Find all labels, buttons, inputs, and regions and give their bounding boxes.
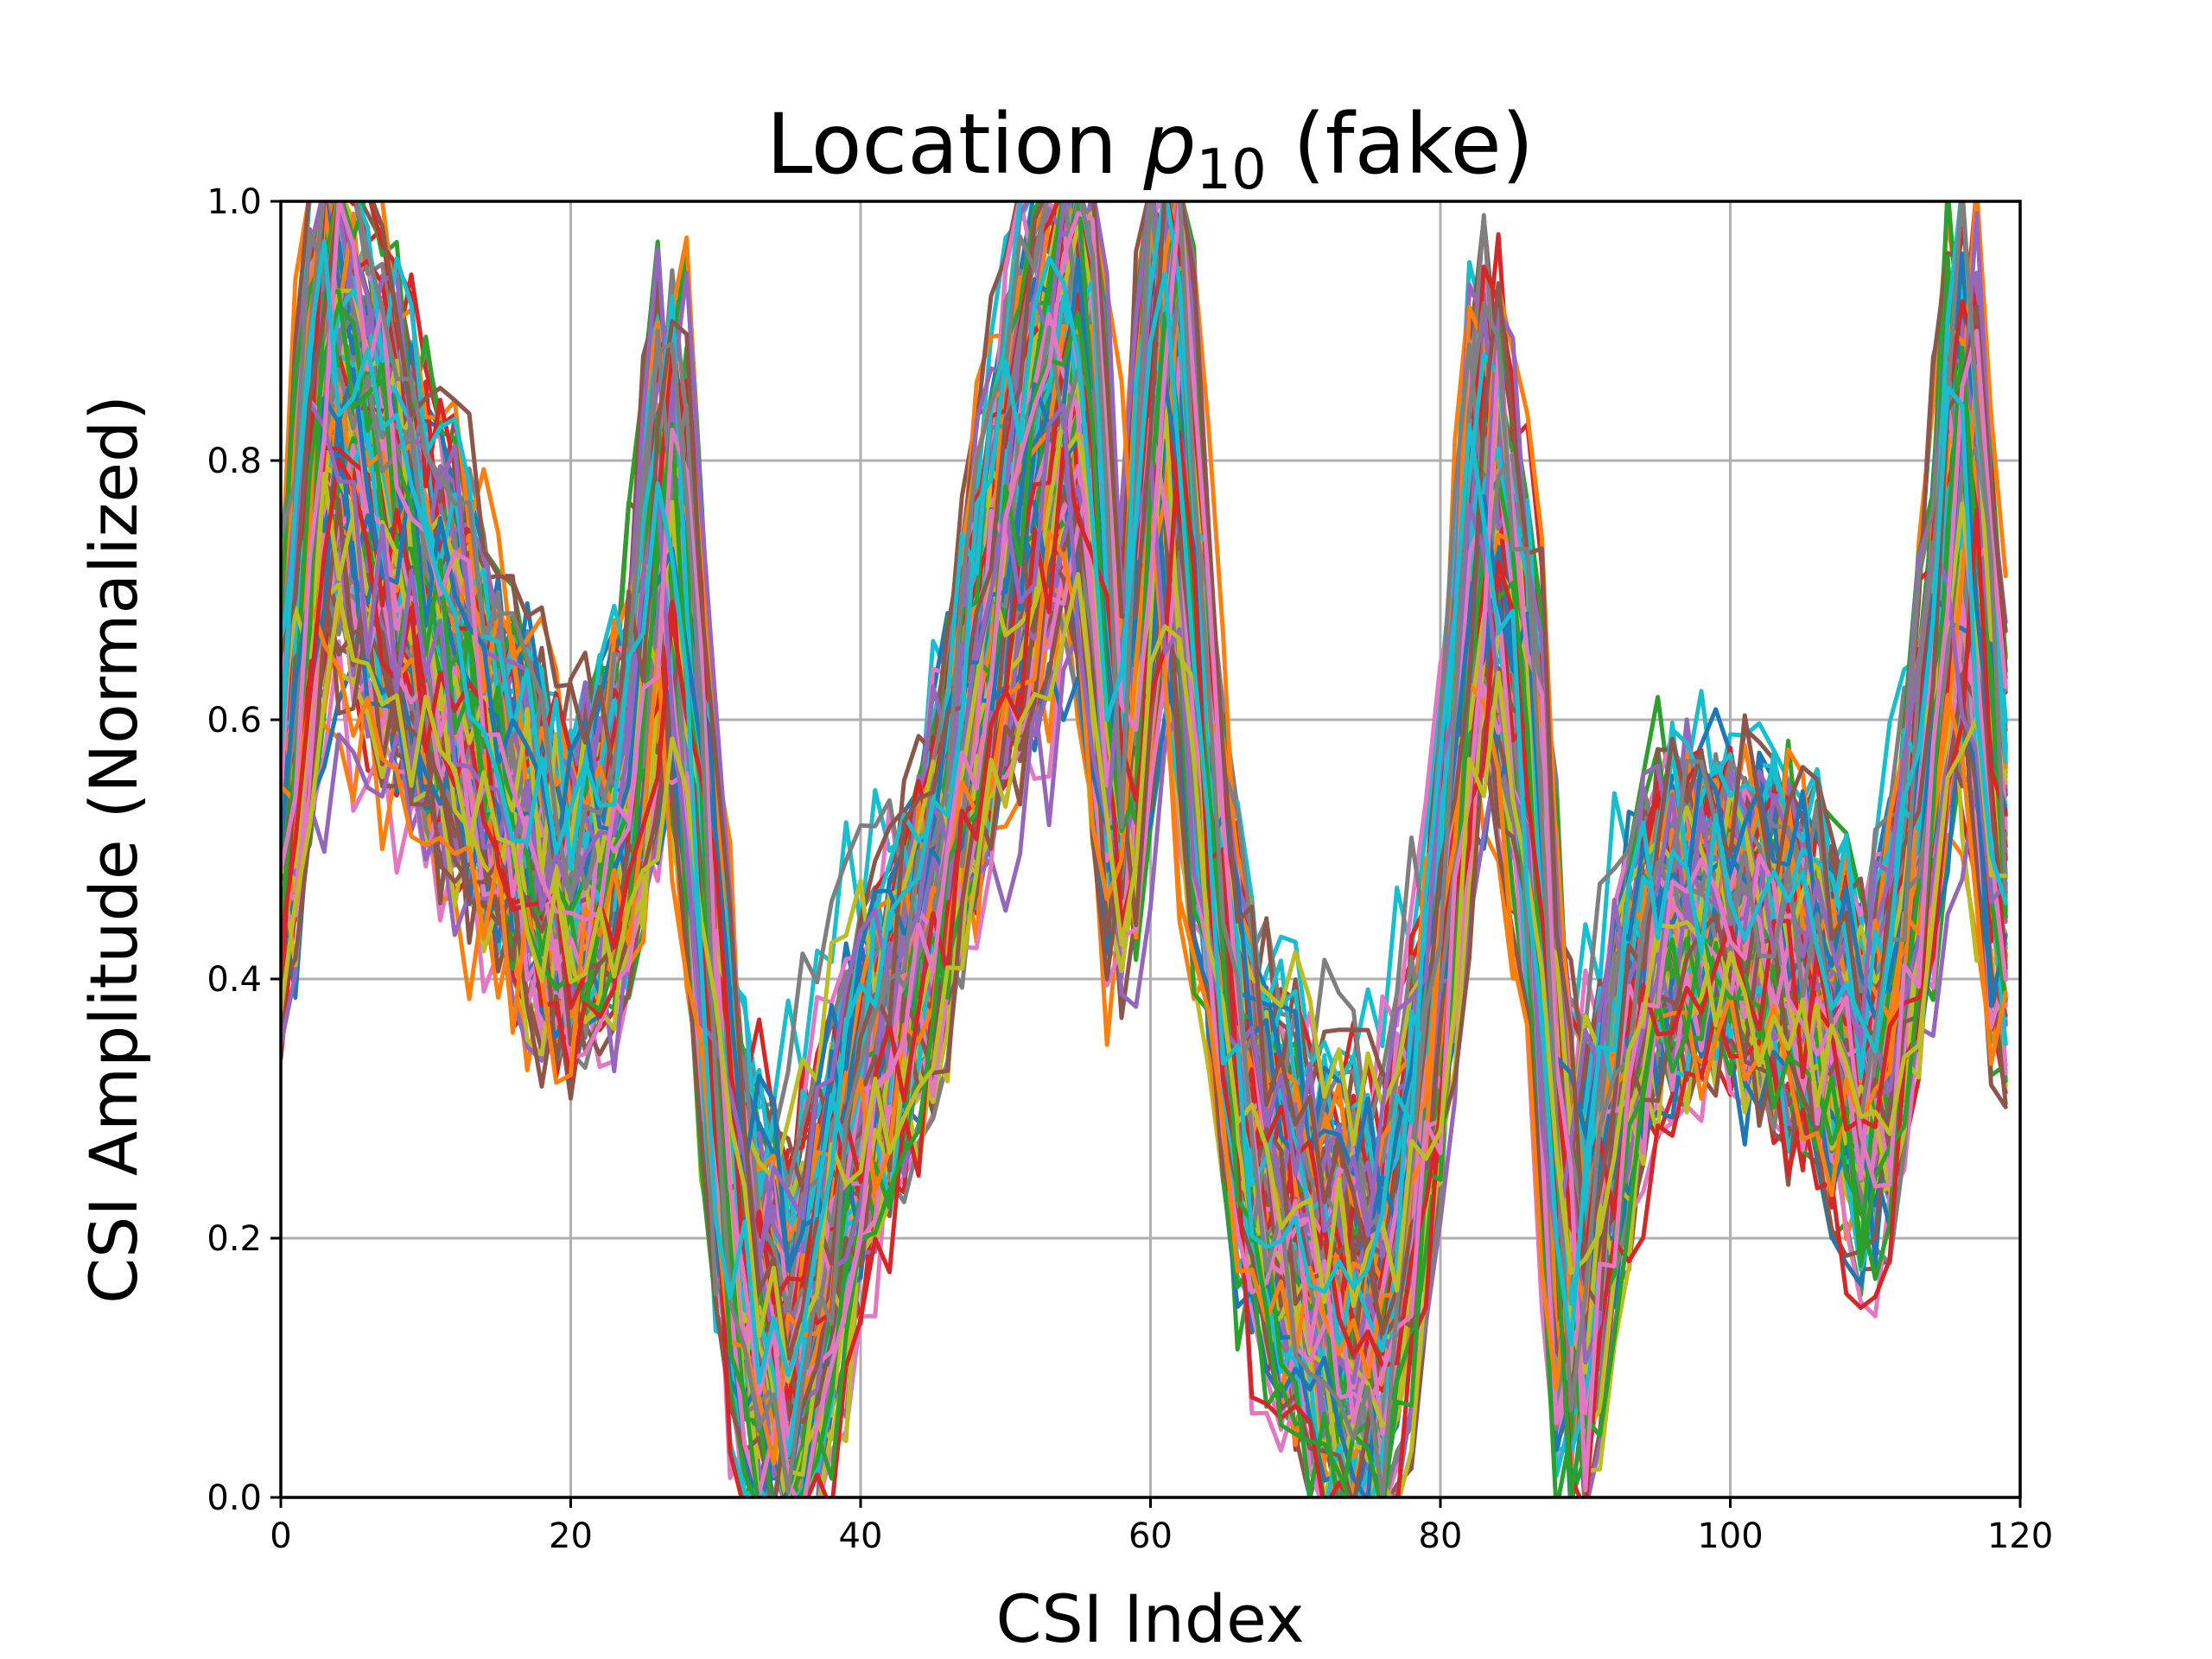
series-line-126 — [281, 499, 2008, 1409]
y-tick-label: 0.2 — [207, 1219, 262, 1259]
title-tail: (fake) — [1267, 96, 1534, 193]
series-line-137 — [281, 201, 2008, 1497]
title-subscript: 10 — [1196, 138, 1266, 202]
x-axis-label: CSI Index — [995, 1580, 1304, 1657]
x-tick-label: 0 — [270, 1516, 291, 1556]
x-tick-label: 20 — [549, 1516, 593, 1556]
x-tick-label: 120 — [1987, 1516, 2053, 1556]
title-variable: p — [1142, 96, 1196, 193]
series-group — [281, 201, 2008, 1497]
series-line-140 — [281, 238, 2008, 1385]
x-tick-label: 100 — [1697, 1516, 1763, 1556]
x-tick-label: 40 — [839, 1516, 883, 1556]
title-main: Location — [766, 96, 1144, 193]
series-line-132 — [281, 499, 2008, 1466]
y-tick-label: 0.6 — [207, 701, 262, 741]
x-tick-label: 80 — [1419, 1516, 1463, 1556]
ticks: 0 20 40 60 80 100 120 0.0 0.2 0.4 0.6 0.8 1.0 — [207, 182, 2053, 1556]
y-tick-label: 0.4 — [207, 960, 262, 1000]
y-tick-label: 0.8 — [207, 442, 262, 481]
y-tick-label: 1.0 — [207, 182, 262, 222]
chart-title: Location p10 (fake) — [766, 96, 1534, 202]
y-axis-label: CSI Amplitude (Normalized) — [75, 395, 152, 1304]
series-line-139 — [281, 571, 2008, 1384]
x-tick-label: 60 — [1128, 1516, 1173, 1556]
y-tick-label: 0.0 — [207, 1478, 262, 1518]
